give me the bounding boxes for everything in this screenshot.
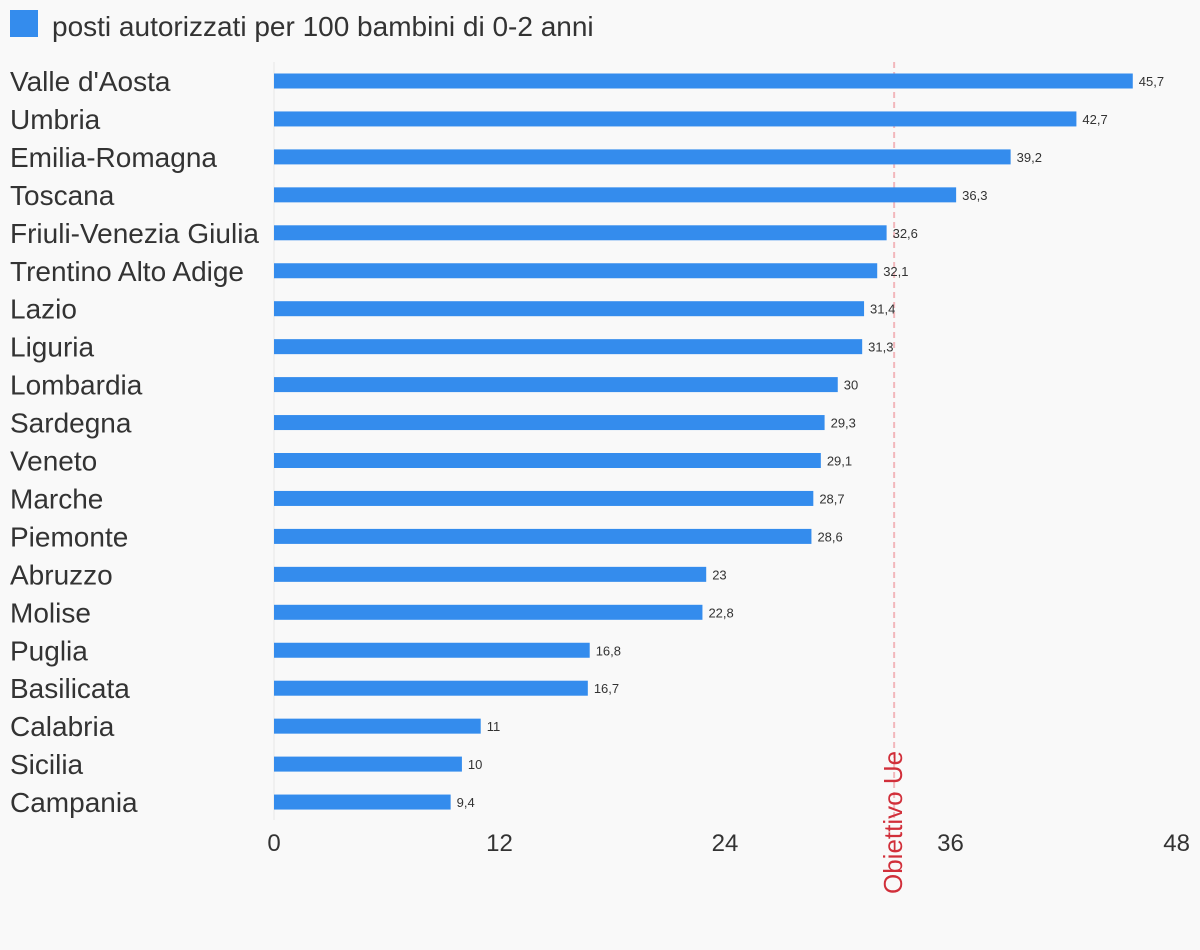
bar xyxy=(274,187,957,203)
legend-swatch xyxy=(10,10,38,37)
category-label: Calabria xyxy=(10,711,115,742)
category-label: Sicilia xyxy=(10,749,84,780)
x-tick-label: 36 xyxy=(937,830,964,857)
category-label: Liguria xyxy=(10,332,94,363)
value-label: 10 xyxy=(468,757,482,772)
value-label: 9,4 xyxy=(457,795,475,810)
value-label: 29,3 xyxy=(831,416,856,431)
x-tick-label: 0 xyxy=(267,830,280,857)
bar xyxy=(274,377,838,393)
bar xyxy=(274,263,878,279)
category-label: Toscana xyxy=(10,180,115,211)
bar xyxy=(274,680,588,696)
bar xyxy=(274,794,451,810)
value-label: 39,2 xyxy=(1017,150,1042,165)
reference-line-group: Obiettivo Ue xyxy=(878,62,908,894)
category-label: Friuli-Venezia Giulia xyxy=(10,218,259,249)
category-label: Molise xyxy=(10,597,91,628)
bar xyxy=(274,642,590,658)
value-label: 28,6 xyxy=(817,529,842,544)
bars xyxy=(274,73,1133,810)
bar xyxy=(274,528,812,544)
bar xyxy=(274,301,865,317)
value-label: 31,3 xyxy=(868,340,893,355)
value-label: 30 xyxy=(844,378,858,393)
bar xyxy=(274,453,821,468)
legend-label: posti autorizzati per 100 bambini di 0-2… xyxy=(52,11,594,42)
value-label: 22,8 xyxy=(708,605,733,620)
category-label: Lazio xyxy=(10,294,77,325)
value-label: 16,8 xyxy=(596,643,621,658)
value-label: 28,7 xyxy=(819,491,844,506)
category-label: Puglia xyxy=(10,635,88,666)
category-label: Trentino Alto Adige xyxy=(10,256,244,287)
category-label: Abruzzo xyxy=(10,559,113,590)
value-label: 36,3 xyxy=(962,188,987,203)
reference-line-label: Obiettivo Ue xyxy=(878,751,908,894)
value-labels: 45,7 42,7 39,2 36,3 32,6 32,1 31,4 31,3 30 29,3 29… xyxy=(457,74,1164,810)
value-label: 11 xyxy=(487,719,501,734)
bar xyxy=(274,225,887,241)
bar xyxy=(274,111,1077,127)
category-label: Umbria xyxy=(10,104,101,135)
bar xyxy=(274,339,863,355)
value-label: 45,7 xyxy=(1139,74,1164,89)
value-label: 42,7 xyxy=(1082,112,1107,127)
category-label: Campania xyxy=(10,787,138,818)
category-label: Sardegna xyxy=(10,408,132,439)
bar xyxy=(274,756,462,772)
category-label: Valle d'Aosta xyxy=(10,66,171,97)
value-label: 32,1 xyxy=(883,264,908,279)
value-label: 29,1 xyxy=(827,454,852,469)
category-label: Emilia-Romagna xyxy=(10,142,217,173)
value-label: 23 xyxy=(712,567,726,582)
category-label: Veneto xyxy=(10,446,97,477)
value-label: 32,6 xyxy=(893,226,918,241)
x-axis-ticks: 0 12 24 36 48 xyxy=(267,830,1190,857)
category-label: Lombardia xyxy=(10,370,143,401)
bar xyxy=(274,73,1133,89)
x-tick-label: 12 xyxy=(486,830,513,857)
x-tick-label: 24 xyxy=(712,830,739,857)
category-label: Marche xyxy=(10,483,103,514)
category-label: Piemonte xyxy=(10,521,128,552)
bar xyxy=(274,490,814,506)
bar xyxy=(274,718,481,734)
category-label: Basilicata xyxy=(10,673,130,704)
legend: posti autorizzati per 100 bambini di 0-2… xyxy=(10,10,594,42)
bar xyxy=(274,149,1011,165)
bar xyxy=(274,415,825,431)
value-label: 16,7 xyxy=(594,681,619,696)
value-label: 31,4 xyxy=(870,302,895,317)
category-labels: Valle d'Aosta Umbria Emilia-Romagna Toscana… xyxy=(10,66,259,818)
bar xyxy=(274,604,703,620)
bar xyxy=(274,566,707,582)
x-tick-label: 48 xyxy=(1163,830,1190,857)
